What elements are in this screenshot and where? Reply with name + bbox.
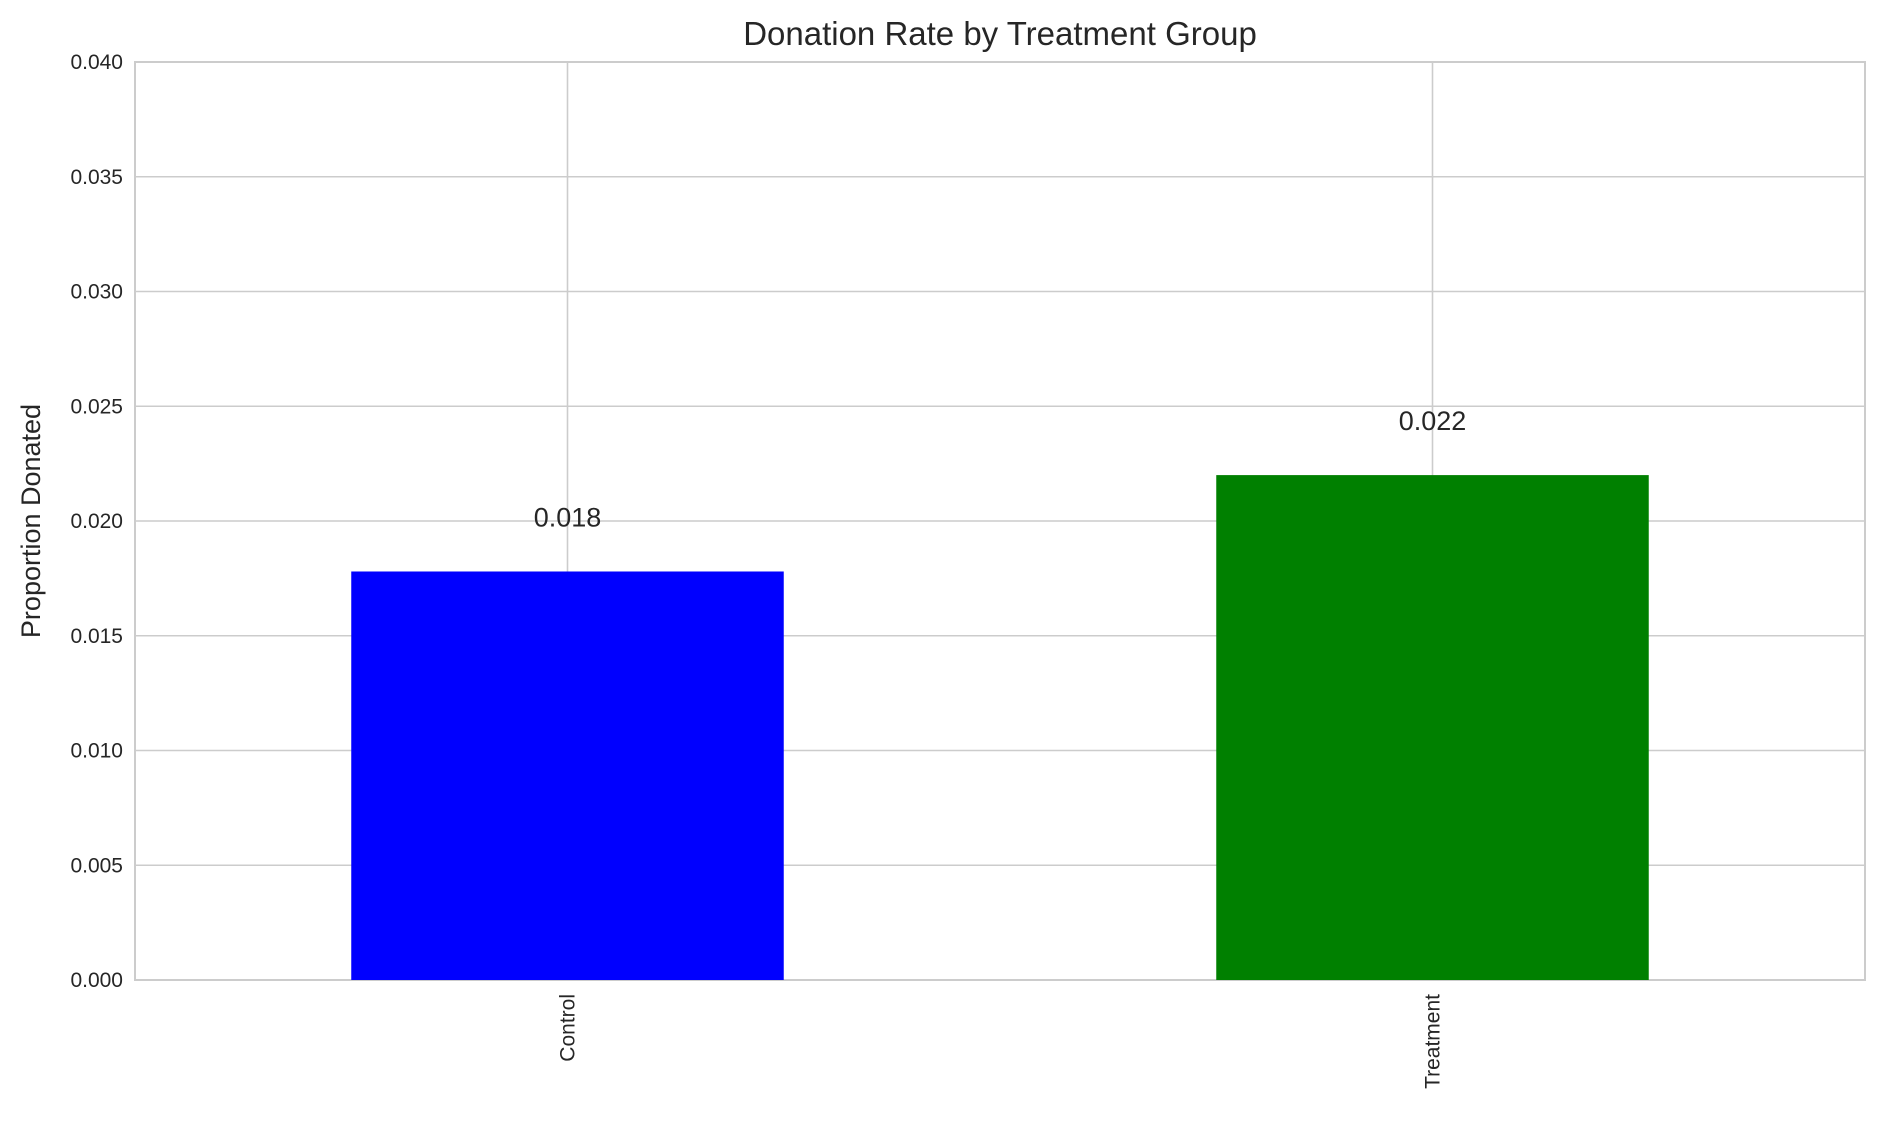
x-axis-ticks: Control Treatment [557,994,1445,1089]
x-tick-label-treatment: Treatment [1422,994,1445,1089]
y-tick-label: 0.040 [70,51,123,74]
plot-frame [134,61,1866,981]
y-tick-label: 0.030 [70,281,123,304]
y-tick-label: 0.015 [70,625,123,648]
data-labels: 0.018 0.022 [534,406,1467,532]
y-tick-label: 0.005 [70,854,123,877]
y-tick-label: 0.025 [70,395,123,418]
y-axis-label: Proportion Donated [16,404,46,638]
y-tick-label: 0.035 [70,166,123,189]
chart-title: Donation Rate by Treatment Group [743,15,1257,52]
x-tick-label-control: Control [557,994,580,1062]
bars [351,475,1649,980]
y-axis-ticks: 0.000 0.005 0.010 0.015 0.020 0.025 0.030 0.035… [70,51,123,992]
bar-control [351,571,784,980]
y-tick-label: 0.000 [70,969,123,992]
bar-treatment [1216,475,1649,980]
data-label-control: 0.018 [534,502,602,532]
y-tick-label: 0.020 [70,510,123,533]
data-label-treatment: 0.022 [1399,406,1467,436]
y-tick-label: 0.010 [70,740,123,763]
